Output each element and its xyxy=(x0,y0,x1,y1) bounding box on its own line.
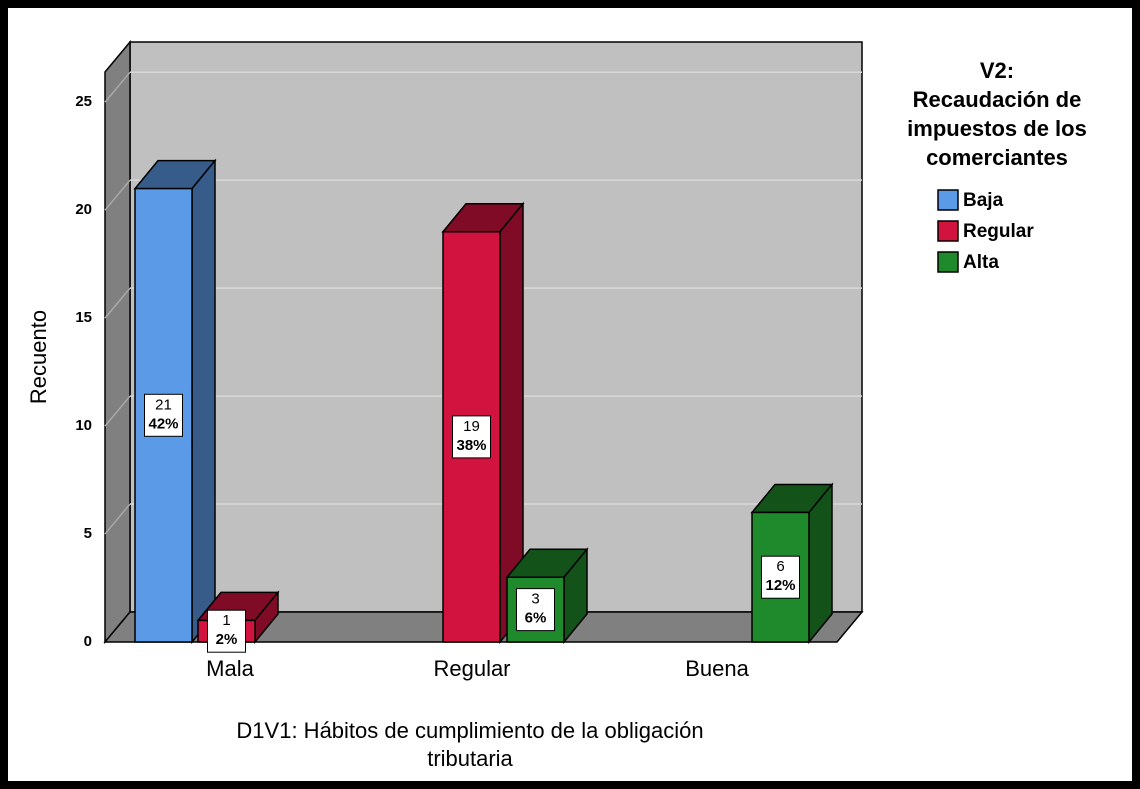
legend-title: impuestos de los xyxy=(907,116,1087,141)
legend-label: Regular xyxy=(963,221,1034,242)
x-tick-label: Buena xyxy=(685,656,749,681)
legend-title: comerciantes xyxy=(926,145,1068,170)
y-tick-label: 20 xyxy=(75,201,92,218)
data-label-percent: 6% xyxy=(525,610,547,627)
data-label-box xyxy=(516,588,555,632)
data-label-box xyxy=(144,393,183,437)
legend-swatch xyxy=(937,189,959,211)
y-tick-label: 5 xyxy=(84,525,92,542)
data-label-box xyxy=(761,555,800,599)
legend-swatch xyxy=(937,220,959,242)
grid-line xyxy=(104,395,131,427)
data-label-percent: 38% xyxy=(456,437,486,454)
y-axis-title: Recuento xyxy=(26,310,51,404)
data-label-percent: 2% xyxy=(216,631,238,648)
grid-line xyxy=(104,71,131,103)
grid-line xyxy=(104,179,131,211)
legend-title: V2: xyxy=(980,58,1014,83)
grid-line xyxy=(104,287,131,319)
y-tick-label: 15 xyxy=(75,309,92,326)
x-tick-label: Regular xyxy=(433,656,510,681)
data-label-percent: 42% xyxy=(148,415,178,432)
y-tick-label: 0 xyxy=(84,633,92,650)
legend-title: Recaudación de xyxy=(913,87,1082,112)
legend-label: Alta xyxy=(963,252,999,273)
data-label: 21 xyxy=(155,396,172,413)
data-label-box xyxy=(452,415,491,459)
data-label: 6 xyxy=(776,558,784,575)
bar-side xyxy=(191,158,216,645)
grid-line xyxy=(104,503,131,535)
data-label-box xyxy=(207,609,246,653)
data-label-percent: 12% xyxy=(765,577,795,594)
legend-swatch xyxy=(937,251,959,273)
y-tick-label: 25 xyxy=(75,93,92,110)
data-label: 3 xyxy=(531,591,539,608)
left-wall xyxy=(104,39,131,645)
y-tick-label: 10 xyxy=(75,417,92,434)
x-tick-label: Mala xyxy=(206,656,254,681)
data-label: 19 xyxy=(463,418,480,435)
x-axis-title: D1V1: Hábitos de cumplimiento de la obli… xyxy=(236,718,703,743)
x-axis-title: tributaria xyxy=(427,746,513,771)
legend-label: Baja xyxy=(963,190,1004,211)
data-label: 1 xyxy=(222,612,230,629)
bar-side xyxy=(808,482,833,645)
